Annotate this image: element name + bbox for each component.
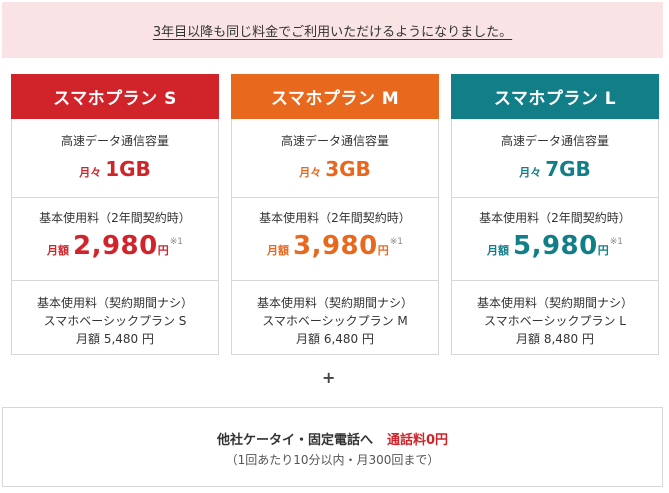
no-contract-label: 基本使用料（契約期間ナシ） [36, 296, 193, 310]
monthly-prefix: 月々 [79, 166, 102, 179]
plan-s-data-section: 高速データ通信容量 月々 1GB [12, 119, 218, 197]
data-label: 高速データ通信容量 [280, 134, 389, 148]
plan-s-price-value: 月額 2,980円※1 [12, 231, 218, 261]
plan-l-header: スマホプラン L [451, 74, 659, 119]
plan-l-name: スマホプラン L [493, 89, 617, 109]
plan-m-data-amount: 3GB [325, 157, 371, 181]
yen-unit: 円 [377, 244, 389, 257]
plan-s-no-contract-section: 基本使用料（契約期間ナシ） スマホベーシックプラン S 月額 5,480 円 [12, 280, 218, 355]
data-label: 高速データ通信容量 [60, 134, 169, 148]
plan-m-price-amount: 3,980 [292, 231, 378, 261]
plan-card-m: スマホプラン M 高速データ通信容量 月々 3GB 基本使用料（2年間契約時） 月… [231, 74, 439, 355]
price-label: 基本使用料（2年間契約時） [39, 211, 191, 225]
monthly-prefix: 月々 [299, 166, 322, 179]
footnote-mark: ※1 [609, 237, 624, 247]
plan-m-data-value: 月々 3GB [232, 157, 438, 181]
plan-cards: スマホプラン S 高速データ通信容量 月々 1GB 基本使用料（2年間契約時） 月… [11, 74, 661, 357]
plan-s-no-contract-price: 月額 5,480 円 [76, 332, 154, 346]
plan-m-basic-plan: スマホベーシックプラン M [262, 314, 408, 328]
plan-l-price-section: 基本使用料（2年間契約時） 月額 5,980円※1 [452, 197, 658, 281]
price-label: 基本使用料（2年間契約時） [259, 211, 411, 225]
plan-s-price-amount: 2,980 [72, 231, 158, 261]
call-main-text: 他社ケータイ・固定電話へ [216, 433, 373, 448]
yen-unit: 円 [157, 244, 169, 257]
call-box: 他社ケータイ・固定電話へ 通話料0円 （1回あたり10分以内・月300回まで） [2, 407, 663, 487]
notice-banner: 3年目以降も同じ料金でご利用いただけるようになりました。 [2, 2, 663, 58]
plan-l-no-contract-price: 月額 8,480 円 [516, 332, 594, 346]
plan-m-price-section: 基本使用料（2年間契約時） 月額 3,980円※1 [232, 197, 438, 281]
plan-l-data-amount: 7GB [545, 157, 591, 181]
plan-l-basic-plan: スマホベーシックプラン L [484, 314, 626, 328]
no-contract-label: 基本使用料（契約期間ナシ） [476, 296, 633, 310]
plan-l-data-value: 月々 7GB [452, 157, 658, 181]
plan-s-basic-plan: スマホベーシックプラン S [43, 314, 187, 328]
plan-s-data-amount: 1GB [105, 157, 151, 181]
plan-s-name: スマホプラン S [53, 89, 177, 109]
plan-m-price-value: 月額 3,980円※1 [232, 231, 438, 261]
yen-unit: 円 [597, 244, 609, 257]
footnote-mark: ※1 [169, 237, 184, 247]
plan-s-price-section: 基本使用料（2年間契約時） 月額 2,980円※1 [12, 197, 218, 281]
plan-l-price-amount: 5,980 [512, 231, 598, 261]
plan-l-data-section: 高速データ通信容量 月々 7GB [452, 119, 658, 197]
price-prefix: 月額 [486, 244, 509, 257]
price-label: 基本使用料（2年間契約時） [479, 211, 631, 225]
no-contract-label: 基本使用料（契約期間ナシ） [256, 296, 413, 310]
plan-card-l: スマホプラン L 高速データ通信容量 月々 7GB 基本使用料（2年間契約時） 月… [451, 74, 659, 355]
price-prefix: 月額 [46, 244, 69, 257]
plan-s-header: スマホプラン S [11, 74, 219, 119]
plan-m-no-contract-price: 月額 6,480 円 [296, 332, 374, 346]
plan-m-header: スマホプラン M [231, 74, 439, 119]
call-free-text: 通話料0円 [386, 433, 449, 448]
price-prefix: 月額 [266, 244, 289, 257]
plan-l-price-value: 月額 5,980円※1 [452, 231, 658, 261]
plan-m-name: スマホプラン M [270, 89, 400, 109]
footnote-mark: ※1 [389, 237, 404, 247]
plan-l-no-contract-section: 基本使用料（契約期間ナシ） スマホベーシックプラン L 月額 8,480 円 [452, 280, 658, 355]
plus-sign: + [322, 368, 336, 387]
monthly-prefix: 月々 [519, 166, 542, 179]
plan-s-data-value: 月々 1GB [12, 157, 218, 181]
plan-card-s: スマホプラン S 高速データ通信容量 月々 1GB 基本使用料（2年間契約時） 月… [11, 74, 219, 355]
notice-text: 3年目以降も同じ料金でご利用いただけるようになりました。 [152, 24, 513, 40]
plan-m-data-section: 高速データ通信容量 月々 3GB [232, 119, 438, 197]
plan-m-no-contract-section: 基本使用料（契約期間ナシ） スマホベーシックプラン M 月額 6,480 円 [232, 280, 438, 355]
data-label: 高速データ通信容量 [500, 134, 609, 148]
call-main-line: 他社ケータイ・固定電話へ 通話料0円 [3, 429, 662, 448]
call-condition-text: （1回あたり10分以内・月300回まで） [225, 453, 440, 467]
